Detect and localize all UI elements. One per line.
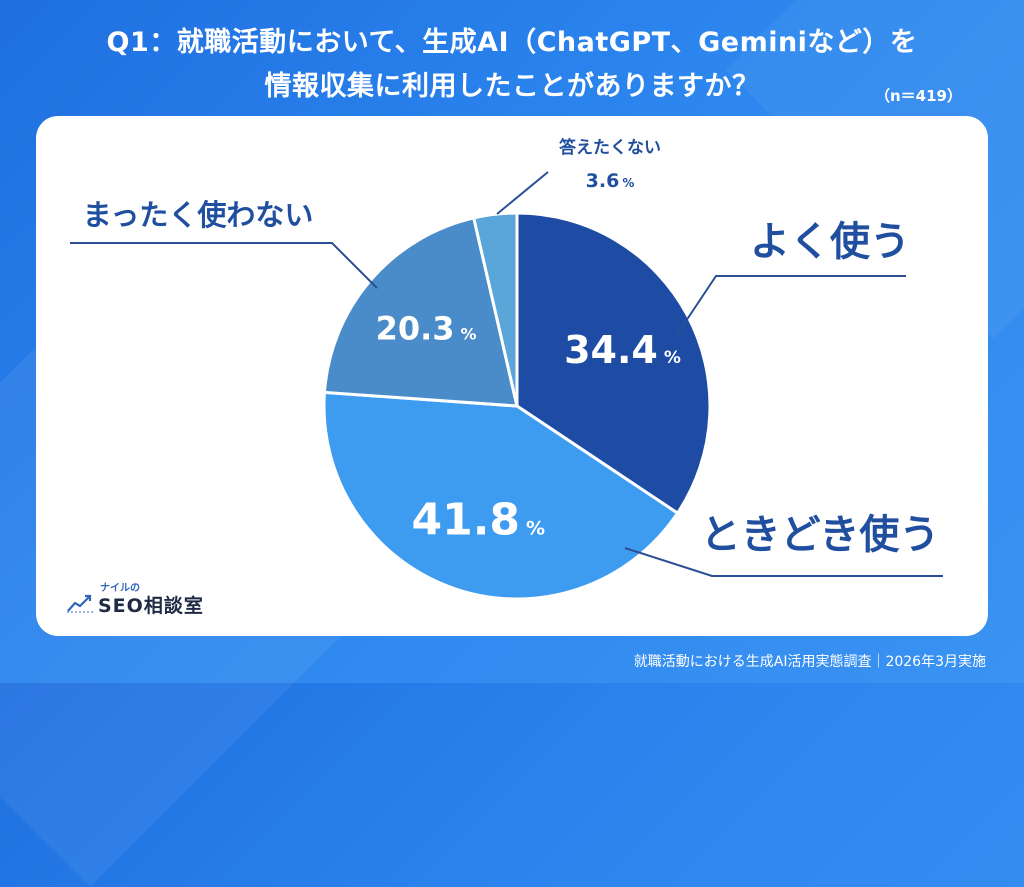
- leader-line: [675, 275, 906, 337]
- category-label: ときどき使う: [701, 512, 940, 558]
- category-label: よく使う: [750, 219, 910, 265]
- trend-line-icon: [67, 594, 93, 613]
- chart-title-line1: Q1：就職活動において、生成AI（ChatGPT、Geminiなど）を: [106, 27, 918, 58]
- pie-slice-2: [322, 390, 680, 601]
- logo-text: SEO相談室: [98, 595, 204, 617]
- brand-logo: ナイルの SEO相談室: [66, 579, 216, 619]
- sample-size: （n＝419）: [875, 87, 962, 105]
- slice-value-label: 41.8%: [411, 495, 545, 546]
- slice-value-label: 34.4%: [564, 328, 681, 372]
- category-label: 答えたくない: [559, 137, 661, 158]
- leader-line: [624, 547, 943, 577]
- logo-subtext: ナイルの: [100, 583, 140, 594]
- survey-caption: 就職活動における生成AI活用実態調査｜2026年3月実施: [633, 654, 986, 670]
- slice-value-label: 20.3%: [376, 309, 477, 347]
- slice-value-label: 3.6%: [586, 170, 635, 192]
- leader-line: [70, 242, 378, 289]
- pie-slice-4: [471, 211, 519, 407]
- chart-title-line2: 情報収集に利用したことがありますか？: [264, 71, 760, 102]
- category-label: まったく使わない: [83, 198, 314, 232]
- leader-line: [496, 171, 549, 215]
